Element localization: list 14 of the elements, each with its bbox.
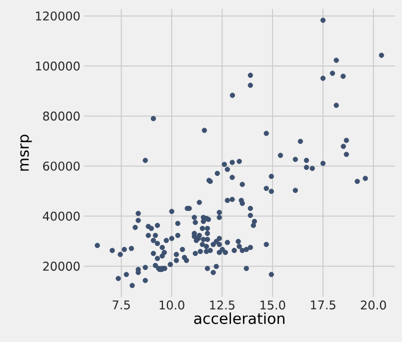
y-tick-label: 60000	[43, 162, 80, 171]
x-tick-label: 20.0	[360, 300, 386, 310]
y-tick-label: 40000	[42, 212, 80, 221]
x-tick-label: 7.5	[112, 300, 130, 310]
x-tick-label: 15.0	[260, 300, 286, 310]
x-axis-title: acceleration	[194, 312, 284, 324]
y-axis-title: msrp	[20, 134, 32, 171]
x-tick-label: 17.5	[310, 300, 336, 310]
y-tick-label: 80000	[43, 112, 80, 121]
y-tick-label: 100000	[36, 62, 80, 71]
x-tick-label: 12.5	[210, 300, 234, 310]
y-tick-label: 20000	[43, 262, 80, 271]
x-tick-label: 10.0	[160, 300, 184, 310]
y-tick-label: 120000	[36, 11, 80, 21]
